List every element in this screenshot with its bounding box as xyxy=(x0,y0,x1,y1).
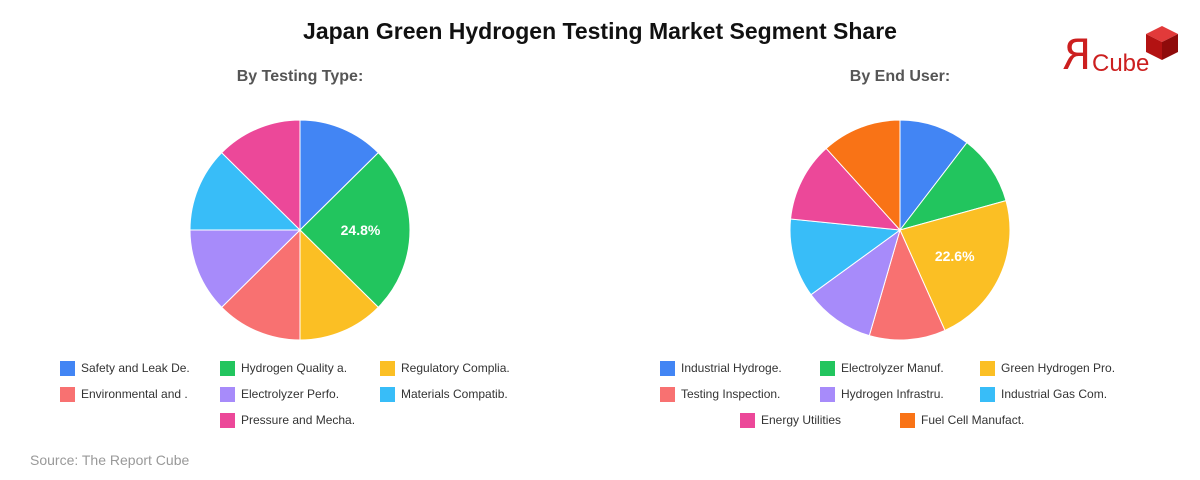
pie-slice[interactable] xyxy=(299,119,379,232)
legend-swatch xyxy=(900,412,915,428)
legend-label: Regulatory Complia. xyxy=(401,361,510,375)
pie-slice[interactable] xyxy=(899,119,968,232)
chart-title: Japan Green Hydrogen Testing Market Segm… xyxy=(303,18,897,44)
legend-item[interactable]: Materials Compatib. xyxy=(380,386,508,402)
end-user-panel: By End User: 22.6% Industrial Hydroge. El… xyxy=(600,60,1200,440)
pie-slice[interactable] xyxy=(825,119,901,232)
testing-type-pie: 24.8% xyxy=(189,119,411,341)
legend-label: Hydrogen Infrastru. xyxy=(841,387,944,401)
pie-slice[interactable] xyxy=(221,119,301,232)
legend-item[interactable]: Safety and Leak De. xyxy=(60,360,190,376)
pie-slice[interactable] xyxy=(898,141,1007,231)
pie-slice[interactable] xyxy=(899,200,1011,332)
logo-text: Cube xyxy=(1092,50,1150,77)
legend-item[interactable]: Fuel Cell Manufact. xyxy=(900,412,1024,428)
legend-swatch xyxy=(820,360,835,376)
red-cube-icon xyxy=(1146,26,1178,60)
pie-slice[interactable] xyxy=(789,218,902,296)
legend-label: Pressure and Mecha. xyxy=(241,413,356,427)
legend-swatch xyxy=(220,386,235,402)
legend-item[interactable]: Industrial Hydroge. xyxy=(660,360,782,376)
end-user-subtitle: By End User: xyxy=(849,68,951,85)
legend-swatch xyxy=(660,360,675,376)
legend-swatch xyxy=(220,412,235,428)
testing-type-subtitle: By Testing Type: xyxy=(236,68,364,85)
legend-swatch xyxy=(980,386,995,402)
legend-item[interactable]: Hydrogen Infrastru. xyxy=(820,386,944,402)
end-user-pie: 22.6% xyxy=(789,119,1011,341)
pie-slice[interactable] xyxy=(189,152,302,231)
legend-item[interactable]: Hydrogen Quality a. xyxy=(220,360,347,376)
legend-swatch xyxy=(60,360,75,376)
legend-label: Fuel Cell Manufact. xyxy=(921,413,1025,427)
legend-label: Safety and Leak De. xyxy=(81,361,190,375)
legend-label: Environmental and . xyxy=(81,387,188,401)
pie-data-label: 24.8% xyxy=(341,222,381,238)
legend-label: Green Hydrogen Pro. xyxy=(1001,361,1116,375)
legend-label: Materials Compatib. xyxy=(401,387,508,401)
legend-item[interactable]: Testing Inspection. xyxy=(660,386,780,402)
legend-item[interactable]: Environmental and . xyxy=(60,386,188,402)
pie-slice[interactable] xyxy=(810,228,901,337)
legend-item[interactable]: Pressure and Mecha. xyxy=(220,412,355,428)
legend-label: Electrolyzer Perfo. xyxy=(241,387,340,401)
pie-slice[interactable] xyxy=(790,147,902,231)
legend-label: Industrial Hydroge. xyxy=(681,361,782,375)
pie-slice[interactable] xyxy=(299,152,411,308)
legend-label: Electrolyzer Manuf. xyxy=(841,361,944,375)
pie-slice[interactable] xyxy=(299,228,379,341)
legend-swatch xyxy=(740,412,755,428)
legend-swatch xyxy=(660,386,675,402)
legend-swatch xyxy=(380,360,395,376)
legend-label: Energy Utilities xyxy=(761,413,842,427)
legend-swatch xyxy=(820,386,835,402)
testing-type-panel: By Testing Type: 24.8% Safety and Leak D… xyxy=(0,60,600,440)
legend-item[interactable]: Regulatory Complia. xyxy=(380,360,510,376)
legend-item[interactable]: Green Hydrogen Pro. xyxy=(980,360,1115,376)
legend-swatch xyxy=(60,386,75,402)
legend-item[interactable]: Electrolyzer Manuf. xyxy=(820,360,944,376)
legend-swatch xyxy=(220,360,235,376)
testing-type-legend: Safety and Leak De. Hydrogen Quality a. Re… xyxy=(0,360,600,440)
pie-data-label: 22.6% xyxy=(935,248,975,264)
legend-label: Hydrogen Quality a. xyxy=(241,361,348,375)
legend-swatch xyxy=(380,386,395,402)
report-cube-logo: R Cube xyxy=(1062,24,1182,84)
source-note: Source: The Report Cube xyxy=(30,452,190,468)
pie-slice[interactable] xyxy=(221,228,301,341)
legend-item[interactable]: Electrolyzer Perfo. xyxy=(220,386,339,402)
legend-swatch xyxy=(980,360,995,376)
end-user-legend: Industrial Hydroge. Electrolyzer Manuf. Gr… xyxy=(600,360,1200,440)
legend-item[interactable]: Industrial Gas Com. xyxy=(980,386,1107,402)
pie-slice[interactable] xyxy=(189,229,302,308)
pie-slice[interactable] xyxy=(868,228,946,341)
legend-label: Testing Inspection. xyxy=(681,387,781,401)
legend-label: Industrial Gas Com. xyxy=(1001,387,1108,401)
legend-item[interactable]: Energy Utilities xyxy=(740,412,841,428)
